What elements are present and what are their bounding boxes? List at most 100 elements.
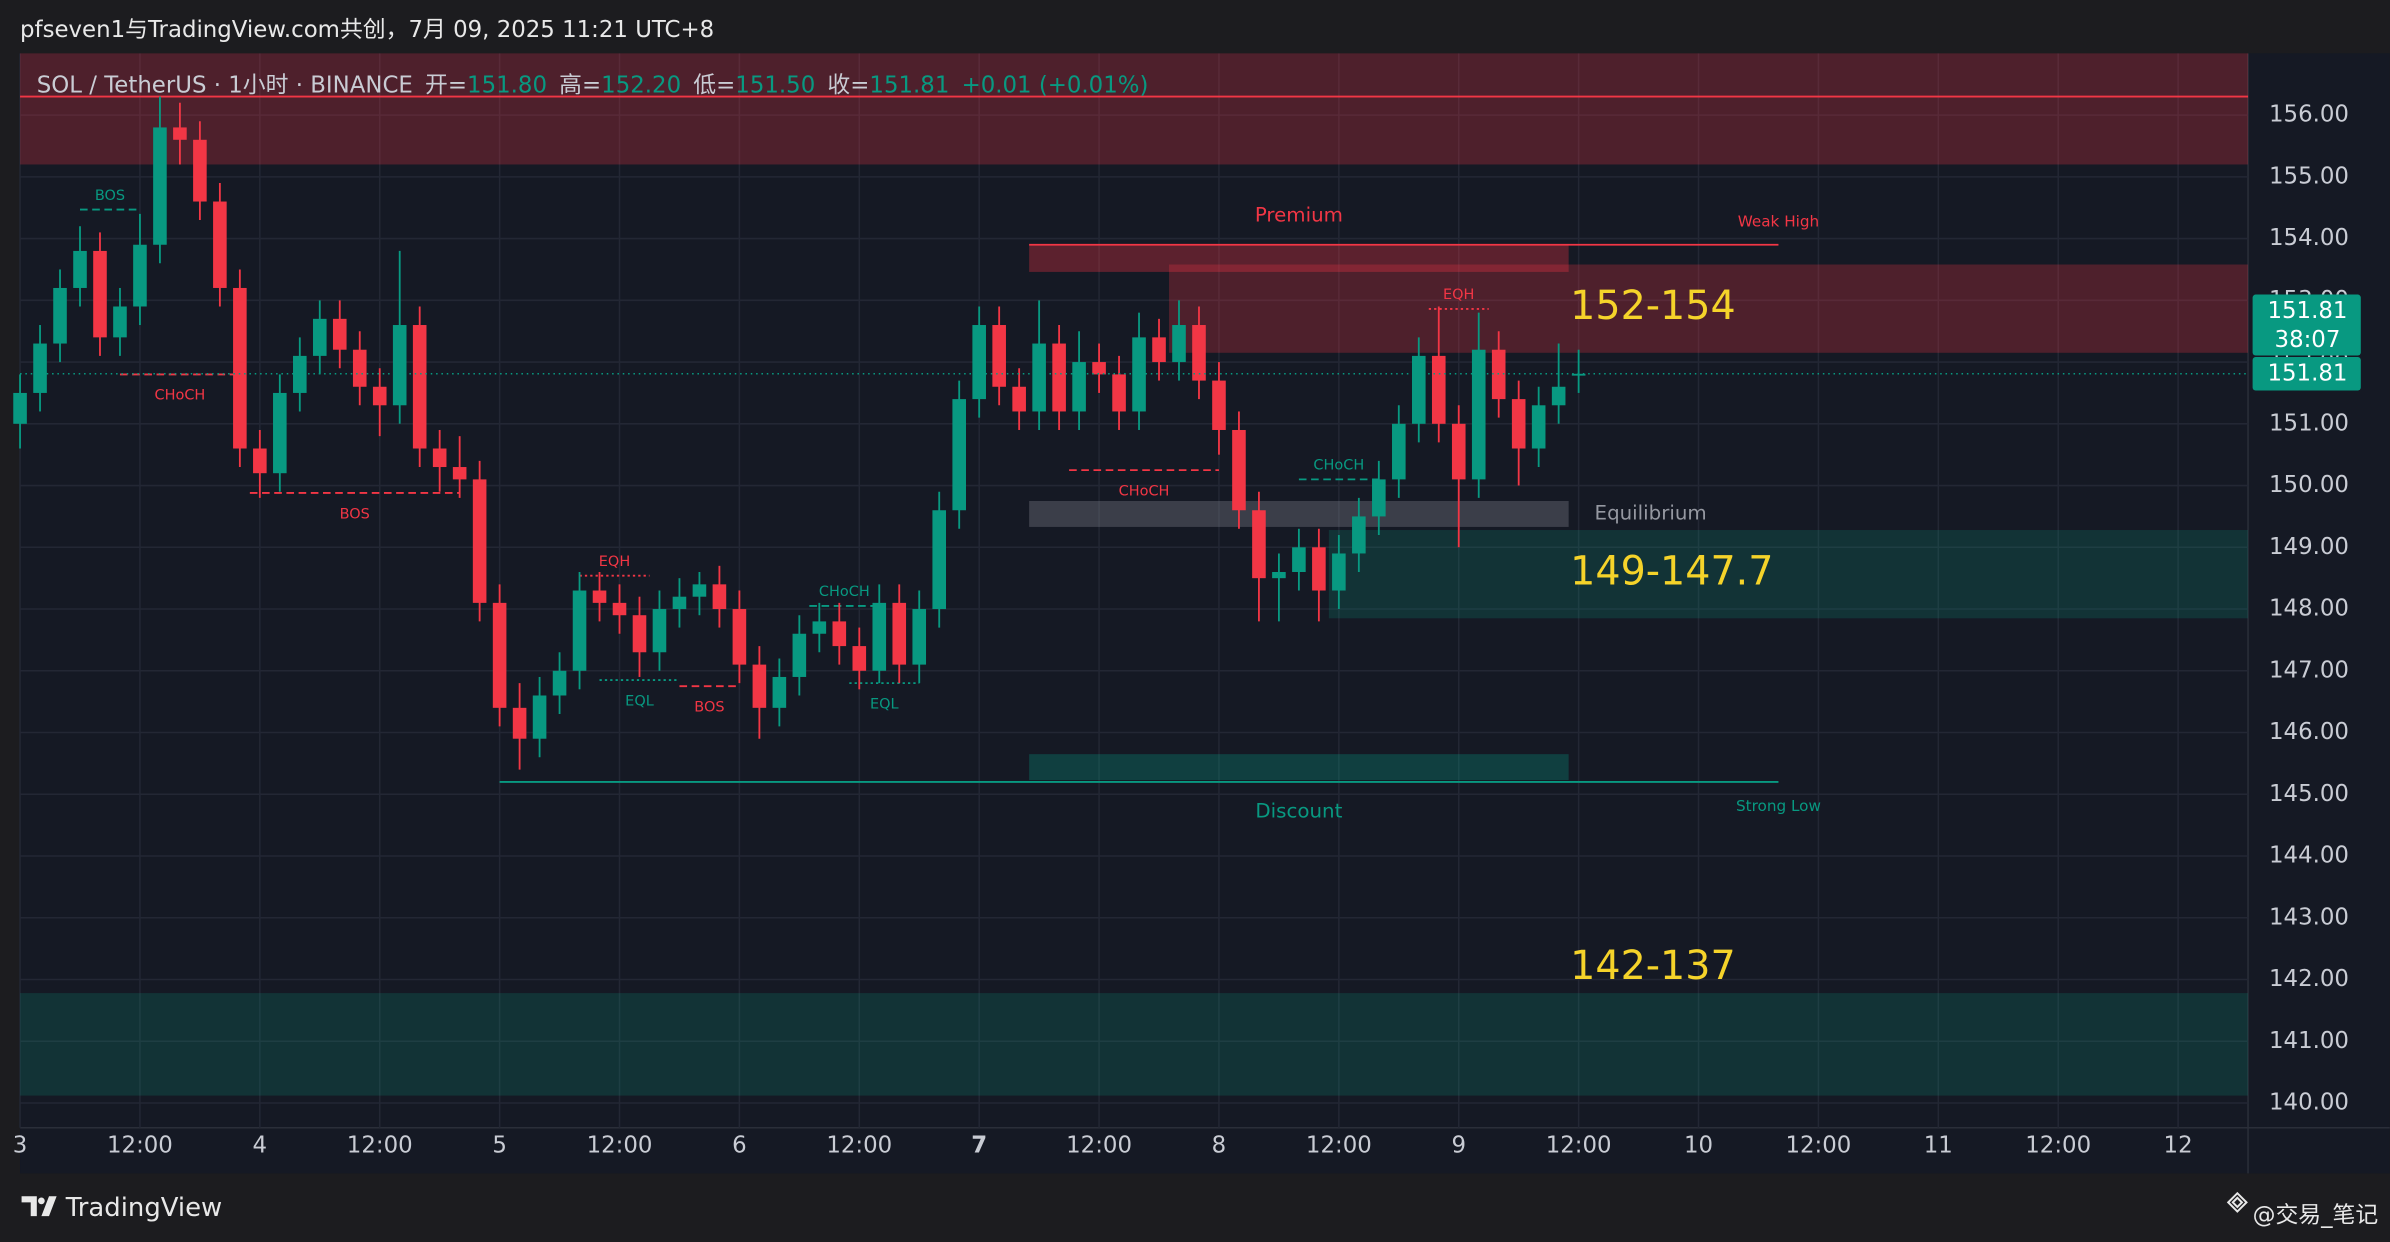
legend-label: 低=	[693, 72, 735, 98]
candle-body	[1531, 405, 1546, 449]
candle-body	[492, 602, 507, 708]
x-tick-label: 12:00	[826, 1132, 892, 1158]
x-tick-label: 5	[492, 1132, 507, 1158]
y-tick-label: 140.00	[2269, 1090, 2349, 1116]
x-tick-label: 12:00	[1066, 1132, 1132, 1158]
x-tick-label: 6	[732, 1132, 747, 1158]
y-tick-label: 156.00	[2269, 102, 2349, 128]
candle-body	[812, 621, 827, 634]
price-badge-countdown: 38:07	[2275, 327, 2341, 353]
candle-body	[1431, 355, 1446, 424]
y-tick-label: 141.00	[2269, 1028, 2349, 1054]
zone	[20, 53, 2249, 165]
candle-body	[233, 287, 247, 449]
candle-body	[253, 448, 267, 474]
x-tick-label: 12:00	[587, 1132, 653, 1158]
candle-body	[1252, 510, 1266, 579]
legend-value: 151.81	[869, 72, 949, 98]
x-tick-label: 7	[971, 1132, 987, 1158]
level-label: BOS	[694, 700, 724, 716]
candle-body	[832, 621, 847, 647]
candle-body	[412, 325, 427, 449]
candle-body	[652, 609, 667, 653]
y-tick-label: 148.00	[2269, 596, 2349, 622]
legend-symbol: SOL / TetherUS · 1小时 · BINANCE	[37, 72, 413, 98]
zone-label: 152-154	[1570, 283, 1736, 329]
candle-body	[1551, 386, 1566, 406]
level-label: CHoCH	[154, 388, 205, 404]
candle-body	[472, 479, 487, 603]
watermark: @交易_笔记	[2253, 1203, 2379, 1229]
candle-body	[532, 695, 547, 739]
candles	[13, 96, 1586, 770]
candle-body	[173, 127, 187, 140]
candle-body	[372, 386, 387, 406]
candle-body	[872, 602, 887, 671]
legend-value: 151.50	[735, 72, 815, 98]
levels: Weak High Strong Low BOS CHoCH BOS EQH EQL BOS C…	[20, 95, 2249, 815]
zone-label: Premium	[1255, 203, 1343, 226]
candle-body	[1212, 380, 1226, 430]
price-badge	[2252, 357, 2361, 391]
candle-body	[53, 287, 67, 344]
zone-label: Equilibrium	[1595, 501, 1707, 524]
zone	[1029, 754, 1569, 781]
y-tick-label: 143.00	[2269, 904, 2349, 930]
x-tick-label: 8	[1212, 1132, 1227, 1158]
legend-label: 开=	[425, 72, 467, 98]
zone-label: 149-147.7	[1570, 549, 1773, 595]
header-text: pfseven1与TradingView.com共创，7月 09, 2025 1…	[20, 17, 714, 43]
candle-body	[612, 602, 627, 616]
level-label: EQL	[870, 696, 899, 712]
candle-body	[133, 244, 147, 307]
x-tick-label: 3	[13, 1132, 28, 1158]
candle-body	[193, 139, 207, 202]
zone-label: Discount	[1255, 800, 1342, 823]
x-tick-label: 12:00	[1786, 1132, 1852, 1158]
watermark-icon	[2226, 1191, 2248, 1213]
candle-body	[672, 596, 687, 610]
legend-label: 收=	[827, 72, 869, 98]
candle-body	[772, 676, 787, 708]
candle-body	[1392, 423, 1406, 480]
level-label: CHoCH	[819, 584, 870, 600]
y-tick-label: 142.00	[2269, 966, 2349, 992]
candle-body	[1312, 547, 1326, 591]
y-tick-label: 151.00	[2269, 410, 2349, 436]
candle-body	[1012, 386, 1026, 412]
candle-body	[1471, 349, 1486, 480]
y-tick-label: 146.00	[2269, 719, 2349, 745]
candle-body	[552, 670, 567, 696]
price-axis	[2248, 53, 2390, 1128]
y-tick-label: 149.00	[2269, 534, 2349, 560]
level-label: EQH	[599, 554, 630, 570]
candle-body	[1192, 325, 1206, 381]
candle-body	[692, 584, 707, 597]
y-tick-label: 150.00	[2269, 472, 2349, 498]
candle-body	[732, 609, 747, 665]
x-tick-label: 12:00	[1546, 1132, 1612, 1158]
y-tick-label: 147.00	[2269, 657, 2349, 683]
footer-brand: TradingView	[65, 1193, 222, 1223]
candle-body	[1292, 547, 1306, 572]
candle-body	[153, 127, 167, 245]
candle-body	[392, 325, 407, 406]
footer-logo	[21, 1196, 57, 1217]
candle-body	[992, 325, 1006, 387]
x-tick-label: 12:00	[2025, 1132, 2091, 1158]
candle-body	[572, 590, 587, 671]
y-tick-label: 145.00	[2269, 781, 2349, 807]
zones: Premium 152-154 Equilibrium 149-147.7 Discou…	[20, 53, 2249, 1096]
candle-body	[13, 392, 27, 424]
candle-body	[1092, 362, 1106, 375]
candle-body	[113, 306, 127, 338]
candle-body	[1372, 479, 1386, 517]
x-tick-label: 4	[253, 1132, 268, 1158]
legend: SOL / TetherUS · 1小时 · BINANCE 开=151.80 高=…	[37, 72, 1149, 98]
candle-body	[73, 250, 87, 288]
x-tick-label: 12:00	[347, 1132, 413, 1158]
price-badge-value: 151.81	[2267, 298, 2347, 324]
zone	[1029, 244, 1569, 272]
price-badge-value: 151.81	[2267, 360, 2347, 386]
